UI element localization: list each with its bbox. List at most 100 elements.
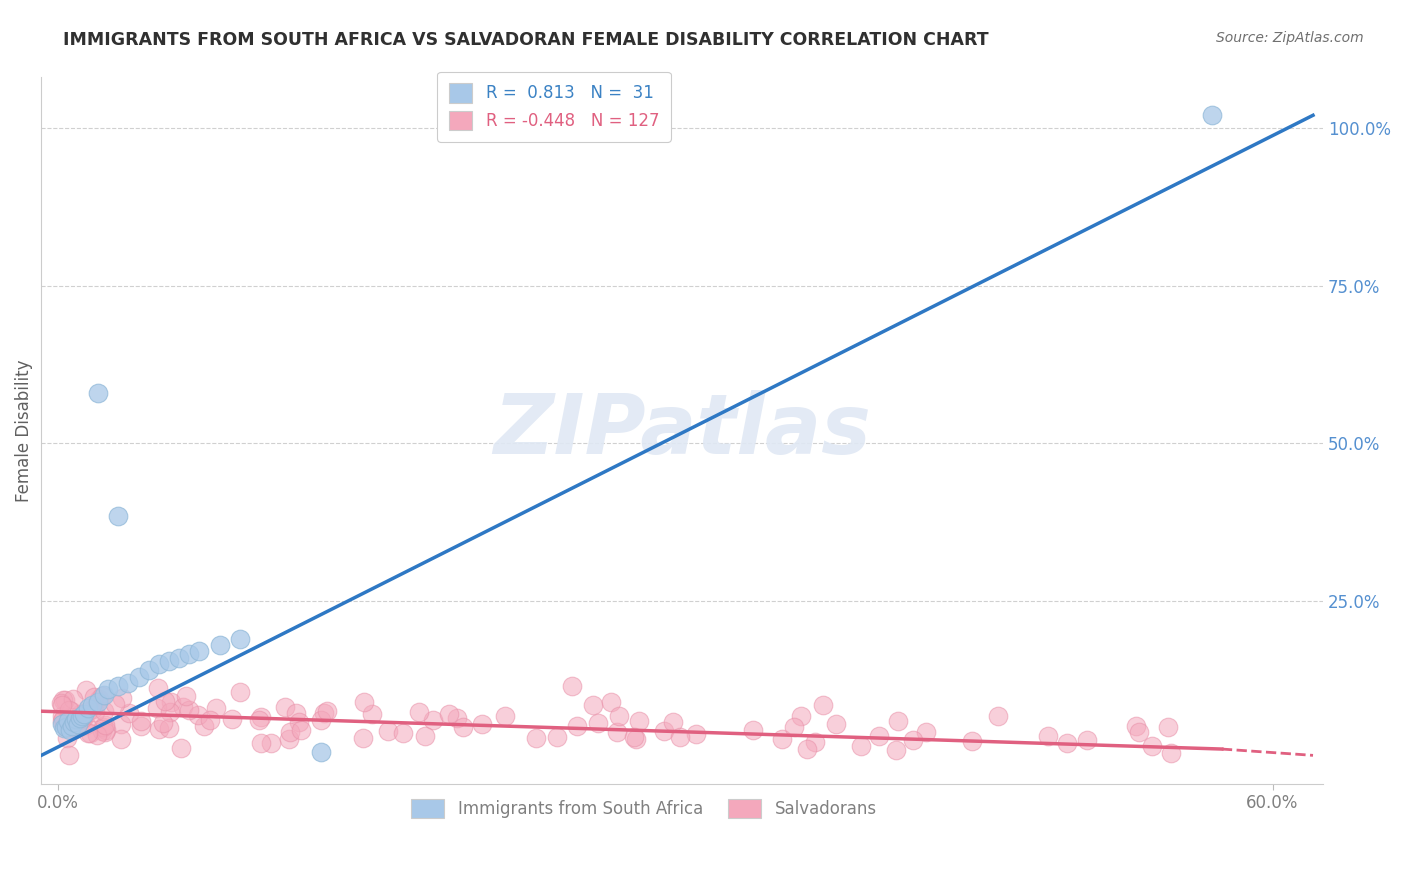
- Point: [1036, 730, 1059, 744]
- Point: [91, 689, 114, 703]
- Point: [198, 713, 221, 727]
- Point: [59, 704, 82, 718]
- Point: [669, 731, 692, 745]
- Point: [1201, 108, 1223, 122]
- Point: [146, 681, 169, 696]
- Point: [471, 716, 494, 731]
- Point: [49, 696, 72, 710]
- Point: [65, 713, 87, 727]
- Point: [524, 731, 547, 745]
- Point: [157, 721, 180, 735]
- Point: [565, 718, 588, 732]
- Point: [451, 720, 474, 734]
- Point: [884, 743, 907, 757]
- Point: [315, 704, 337, 718]
- Point: [662, 715, 685, 730]
- Point: [561, 679, 583, 693]
- Point: [70, 708, 93, 723]
- Point: [83, 690, 105, 705]
- Point: [129, 719, 152, 733]
- Point: [51, 698, 73, 713]
- Point: [72, 708, 94, 723]
- Point: [582, 698, 605, 712]
- Point: [110, 731, 132, 746]
- Point: [987, 709, 1010, 723]
- Point: [221, 712, 243, 726]
- Point: [76, 704, 98, 718]
- Point: [422, 713, 444, 727]
- Point: [914, 725, 936, 739]
- Point: [76, 726, 98, 740]
- Point: [51, 709, 73, 723]
- Point: [314, 706, 336, 720]
- Point: [887, 714, 910, 728]
- Point: [94, 718, 117, 732]
- Point: [204, 701, 226, 715]
- Point: [153, 694, 176, 708]
- Point: [159, 706, 181, 720]
- Point: [229, 632, 252, 646]
- Point: [288, 715, 311, 730]
- Point: [1140, 739, 1163, 754]
- Point: [259, 736, 281, 750]
- Point: [352, 731, 374, 745]
- Point: [91, 720, 114, 734]
- Point: [51, 716, 73, 731]
- Point: [66, 716, 89, 731]
- Point: [437, 707, 460, 722]
- Point: [170, 740, 193, 755]
- Point: [117, 676, 139, 690]
- Point: [148, 723, 170, 737]
- Point: [52, 721, 75, 735]
- Point: [128, 669, 150, 683]
- Point: [741, 723, 763, 737]
- Point: [111, 690, 134, 705]
- Point: [586, 716, 609, 731]
- Point: [58, 748, 80, 763]
- Point: [770, 731, 793, 746]
- Point: [60, 719, 83, 733]
- Point: [413, 729, 436, 743]
- Point: [77, 701, 100, 715]
- Point: [247, 714, 270, 728]
- Point: [157, 654, 180, 668]
- Point: [93, 704, 115, 718]
- Point: [274, 700, 297, 714]
- Point: [600, 695, 623, 709]
- Point: [278, 732, 301, 747]
- Point: [1125, 719, 1147, 733]
- Point: [70, 712, 93, 726]
- Point: [73, 707, 96, 722]
- Point: [58, 703, 80, 717]
- Point: [167, 650, 190, 665]
- Point: [129, 714, 152, 728]
- Point: [59, 723, 82, 738]
- Point: [628, 714, 651, 729]
- Point: [1157, 720, 1180, 734]
- Point: [172, 700, 194, 714]
- Point: [825, 716, 848, 731]
- Point: [55, 720, 77, 734]
- Point: [138, 663, 160, 677]
- Point: [188, 644, 211, 658]
- Point: [250, 710, 273, 724]
- Point: [901, 733, 924, 747]
- Point: [104, 697, 127, 711]
- Point: [87, 695, 110, 709]
- Point: [179, 648, 201, 662]
- Point: [94, 725, 117, 739]
- Text: IMMIGRANTS FROM SOUTH AFRICA VS SALVADORAN FEMALE DISABILITY CORRELATION CHART: IMMIGRANTS FROM SOUTH AFRICA VS SALVADOR…: [63, 31, 988, 49]
- Point: [59, 720, 82, 734]
- Text: ZIPatlas: ZIPatlas: [494, 390, 872, 471]
- Legend: Immigrants from South Africa, Salvadorans: Immigrants from South Africa, Salvadoran…: [405, 792, 883, 825]
- Point: [86, 728, 108, 742]
- Point: [782, 720, 804, 734]
- Point: [796, 742, 818, 756]
- Point: [309, 713, 332, 727]
- Point: [87, 385, 110, 400]
- Point: [284, 706, 307, 720]
- Point: [174, 689, 197, 703]
- Point: [73, 710, 96, 724]
- Text: Source: ZipAtlas.com: Source: ZipAtlas.com: [1216, 31, 1364, 45]
- Point: [811, 698, 834, 713]
